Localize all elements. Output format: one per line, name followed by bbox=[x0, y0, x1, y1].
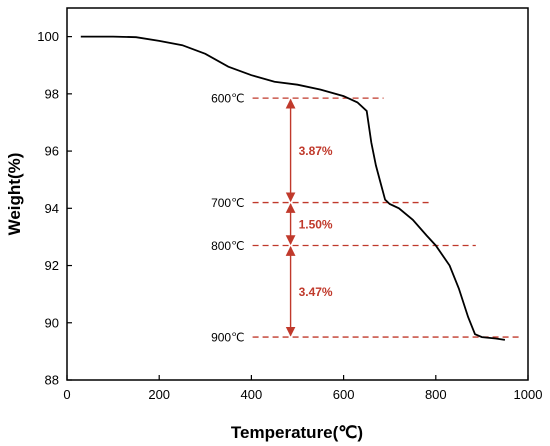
x-tick-label: 1000 bbox=[514, 387, 543, 402]
axis-ticks: 0 200 400 600 800 1000 88 90 92 94 96 98 100 bbox=[37, 29, 542, 402]
annotation-layer: 600℃ 700℃ 800℃ 900℃ 3.87% 1.50% 3.47% bbox=[211, 92, 522, 345]
y-tick-label: 100 bbox=[37, 29, 59, 44]
temperature-label: 800℃ bbox=[211, 239, 245, 253]
weight-loss-label: 1.50% bbox=[299, 218, 333, 232]
weight-curve bbox=[80, 35, 506, 341]
x-tick-label: 0 bbox=[63, 387, 70, 402]
y-tick-label: 90 bbox=[45, 315, 59, 330]
x-tick-label: 400 bbox=[241, 387, 263, 402]
y-axis-title: Weight(%) bbox=[5, 153, 24, 236]
x-tick-label: 800 bbox=[425, 387, 447, 402]
weight-loss-label: 3.47% bbox=[299, 285, 333, 299]
temperature-label: 600℃ bbox=[211, 92, 245, 106]
y-tick-label: 88 bbox=[45, 373, 59, 388]
y-tick-label: 94 bbox=[45, 201, 59, 216]
temperature-label: 900℃ bbox=[211, 331, 245, 345]
x-axis-title: Temperature(℃) bbox=[231, 423, 363, 442]
temperature-label: 700℃ bbox=[211, 196, 245, 210]
y-tick-label: 96 bbox=[45, 144, 59, 159]
x-tick-label: 200 bbox=[148, 387, 170, 402]
y-tick-label: 98 bbox=[45, 86, 59, 101]
y-tick-label: 92 bbox=[45, 258, 59, 273]
weight-loss-label: 3.87% bbox=[299, 144, 333, 158]
plot-frame bbox=[66, 7, 529, 381]
x-tick-label: 600 bbox=[333, 387, 355, 402]
